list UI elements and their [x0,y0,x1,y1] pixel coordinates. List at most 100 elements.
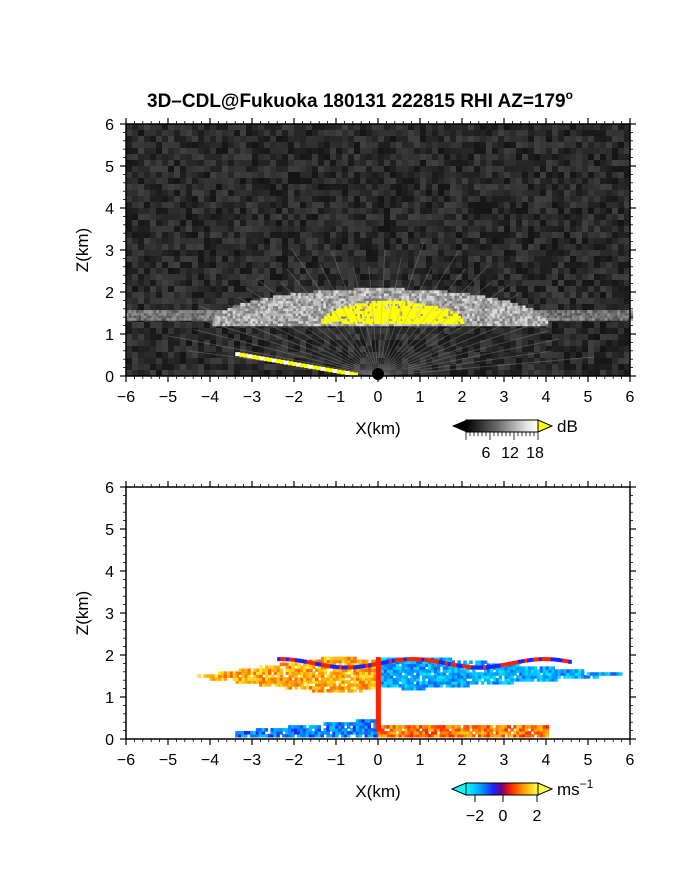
noise-pixel [324,172,330,178]
noise-pixel [462,244,468,250]
noise-pixel [582,298,588,304]
noise-pixel [126,196,132,202]
noise-pixel [444,160,450,166]
backscatter-dome-pixel [255,315,259,319]
noise-pixel [216,292,222,298]
noise-pixel [222,352,228,358]
noise-pixel [210,148,216,154]
noise-pixel [138,172,144,178]
noise-pixel [204,364,210,370]
noise-pixel [450,160,456,166]
backscatter-layer-pixel [622,315,626,319]
noise-pixel [186,250,192,256]
noise-pixel [468,172,474,178]
noise-pixel [498,172,504,178]
noise-pixel [408,340,414,346]
noise-pixel [264,166,270,172]
noise-pixel [186,232,192,238]
backscatter-layer-pixel [554,310,558,314]
noise-pixel [354,160,360,166]
noise-pixel [288,184,294,190]
noise-pixel [456,370,462,376]
noise-pixel [420,172,426,178]
noise-pixel [618,160,624,166]
backscatter-dome-pixel [250,313,254,317]
noise-pixel [600,352,606,358]
noise-pixel [462,268,468,274]
noise-pixel [276,154,282,160]
noise-pixel [174,304,180,310]
noise-pixel [312,358,318,364]
noise-pixel [426,358,432,364]
noise-pixel [420,220,426,226]
noise-pixel [168,184,174,190]
noise-pixel [540,232,546,238]
noise-pixel [474,340,480,346]
noise-pixel [510,136,516,142]
backscatter-dome-pixel [252,320,256,324]
noise-pixel [552,148,558,154]
backscatter-dome-pixel [267,313,272,317]
noise-pixel [498,136,504,142]
noise-pixel [132,160,138,166]
backscatter-layer-pixel [569,312,573,316]
backscatter-dome-pixel [220,318,224,322]
noise-pixel [168,346,174,352]
noise-pixel [330,238,336,244]
noise-pixel [234,226,240,232]
noise-pixel [348,136,354,142]
noise-pixel [390,172,396,178]
noise-pixel [498,286,504,292]
noise-pixel [342,334,348,340]
noise-pixel [342,250,348,256]
noise-pixel [522,142,528,148]
backscatter-dome-pixel [275,315,279,319]
noise-pixel [138,226,144,232]
noise-pixel [360,280,366,286]
noise-pixel [354,346,360,352]
noise-pixel [462,172,468,178]
noise-pixel [570,142,576,148]
noise-pixel [564,280,570,286]
noise-pixel [540,148,546,154]
backscatter-dome-pixel [328,305,332,309]
noise-pixel [324,358,330,364]
noise-pixel [528,136,534,142]
noise-pixel [510,292,516,298]
noise-pixel [246,364,252,370]
noise-pixel [168,340,174,346]
backscatter-dome-pixel [255,318,259,322]
noise-pixel [198,154,204,160]
noise-pixel [528,130,534,136]
noise-pixel [330,208,336,214]
noise-pixel [348,280,354,286]
noise-pixel [138,340,144,346]
noise-pixel [594,358,600,364]
noise-pixel [438,136,444,142]
noise-pixel [582,340,588,346]
noise-pixel [168,220,174,226]
noise-pixel [210,220,216,226]
noise-pixel [132,136,138,142]
backscatter-layer-pixel [567,310,571,314]
noise-pixel [282,130,288,136]
noise-pixel [222,130,228,136]
backscatter-dome-pixel [260,313,264,317]
noise-pixel [546,154,552,160]
noise-pixel [180,346,186,352]
noise-pixel [414,214,420,220]
backscatter-layer-pixel [133,310,137,314]
noise-pixel [222,142,228,148]
noise-pixel [522,346,528,352]
backscatter-dome-pixel [262,315,267,319]
noise-pixel [288,268,294,274]
backscatter-dome-pixel [288,307,292,312]
noise-pixel [534,262,540,268]
noise-pixel [372,178,378,184]
noise-pixel [186,238,192,244]
backscatter-layer-pixel [163,312,167,316]
backscatter-dome-pixel [278,302,282,307]
noise-pixel [582,124,588,130]
noise-pixel [342,214,348,220]
noise-pixel [414,190,420,196]
